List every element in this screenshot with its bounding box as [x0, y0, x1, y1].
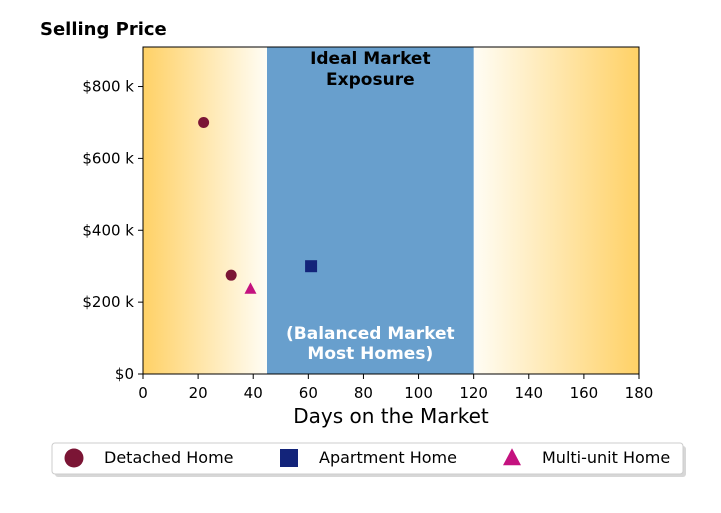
x-tick-label: 120 — [459, 384, 488, 402]
band-label-top-line-2: Exposure — [326, 70, 415, 90]
legend-marker-apartment-home — [280, 449, 298, 467]
x-tick-label: 180 — [625, 384, 654, 402]
legend-marker-multi-unit-home — [503, 448, 521, 466]
legend-label: Detached Home — [104, 448, 234, 467]
y-tick-label: $800 k — [82, 78, 134, 96]
gradient-region-right — [473, 47, 639, 374]
band-label-top-line-1: Ideal Market — [310, 49, 431, 69]
y-tick-label: $400 k — [82, 221, 134, 239]
y-axis: $0 $200 k $400 k $600 k $800 k — [82, 78, 143, 383]
y-tick-label: $200 k — [82, 293, 134, 311]
y-tick-label: $0 — [115, 365, 134, 383]
detached-home-point — [198, 116, 210, 128]
detached-home-point — [225, 269, 237, 281]
x-tick-label: 0 — [138, 384, 148, 402]
gradient-region-left — [143, 47, 267, 374]
x-axis-title: Days on the Market — [293, 404, 489, 428]
x-tick-label: 100 — [404, 384, 433, 402]
y-tick-label: $600 k — [82, 149, 134, 167]
apartment-home-point — [305, 260, 318, 273]
x-tick-label: 140 — [514, 384, 543, 402]
legend: Detached Home Apartment Home Multi-unit Ho… — [51, 442, 684, 475]
x-tick-label: 20 — [189, 384, 208, 402]
ideal-exposure-band — [267, 47, 474, 374]
x-tick-label: 160 — [570, 384, 599, 402]
x-tick-label: 40 — [244, 384, 263, 402]
multi-unit-home-point — [244, 282, 257, 294]
y-axis-title: Selling Price — [40, 19, 167, 40]
x-axis: 0 20 40 60 80 100 120 140 160 180 — [138, 374, 653, 402]
legend-marker-detached-home — [64, 448, 84, 468]
legend-box — [51, 442, 684, 475]
legend-label: Apartment Home — [319, 448, 457, 467]
band-label-bottom-line-1: (Balanced Market — [286, 324, 455, 344]
legend-label: Multi-unit Home — [542, 448, 670, 467]
x-tick-label: 80 — [354, 384, 373, 402]
band-label-bottom-line-2: Most Homes) — [307, 344, 433, 364]
plot-frame — [142, 46, 640, 375]
data-points — [198, 116, 318, 294]
x-tick-label: 60 — [299, 384, 318, 402]
